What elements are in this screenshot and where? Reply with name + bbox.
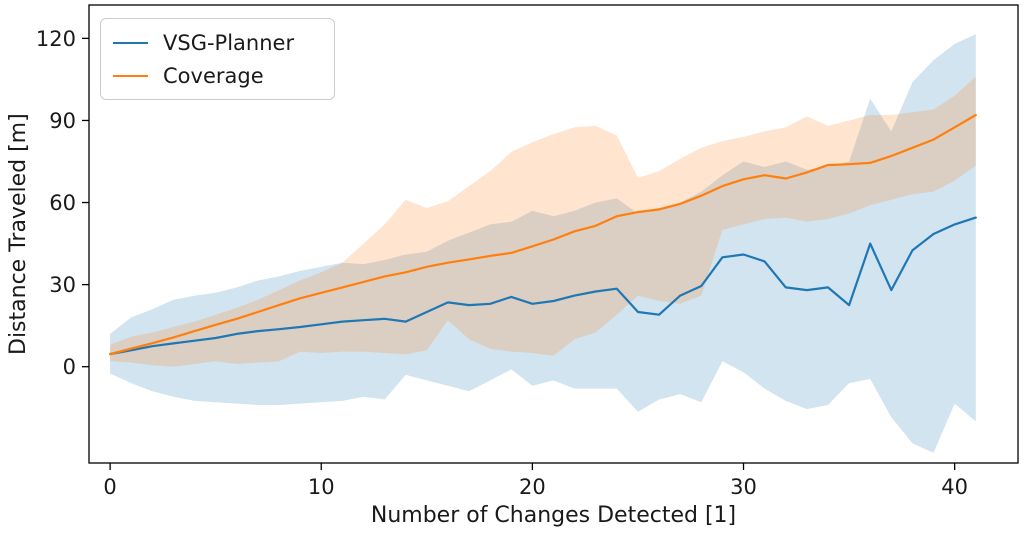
legend-label-coverage: Coverage xyxy=(163,63,264,88)
y-tick-label: 60 xyxy=(49,191,76,215)
y-tick-label: 120 xyxy=(36,27,76,51)
y-axis-label: Distance Traveled [m] xyxy=(6,113,31,355)
x-tick-label: 20 xyxy=(519,475,546,499)
x-tick-label: 30 xyxy=(730,475,757,499)
axes-frame xyxy=(88,4,1019,464)
y-tick-label: 30 xyxy=(49,273,76,297)
x-tick-label: 10 xyxy=(308,475,335,499)
legend-item-vsg-planner: VSG-Planner xyxy=(113,26,322,59)
confidence-band-coverage xyxy=(110,76,976,367)
legend-line-sample-vsg-planner xyxy=(113,41,148,44)
series-line-vsg-planner xyxy=(108,216,977,356)
legend-label-vsg-planner: VSG-Planner xyxy=(163,30,295,55)
series-line-coverage xyxy=(108,113,977,356)
y-tick-label: 90 xyxy=(49,109,76,133)
legend-line-sample-coverage xyxy=(113,74,148,77)
y-tick-label: 0 xyxy=(63,355,76,379)
legend-item-coverage: Coverage xyxy=(113,59,322,92)
x-axis-label: Number of Changes Detected [1] xyxy=(370,503,737,528)
x-tick-label: 0 xyxy=(103,475,116,499)
x-tick-label: 40 xyxy=(941,475,968,499)
legend: VSG-Planner Coverage xyxy=(100,18,335,100)
